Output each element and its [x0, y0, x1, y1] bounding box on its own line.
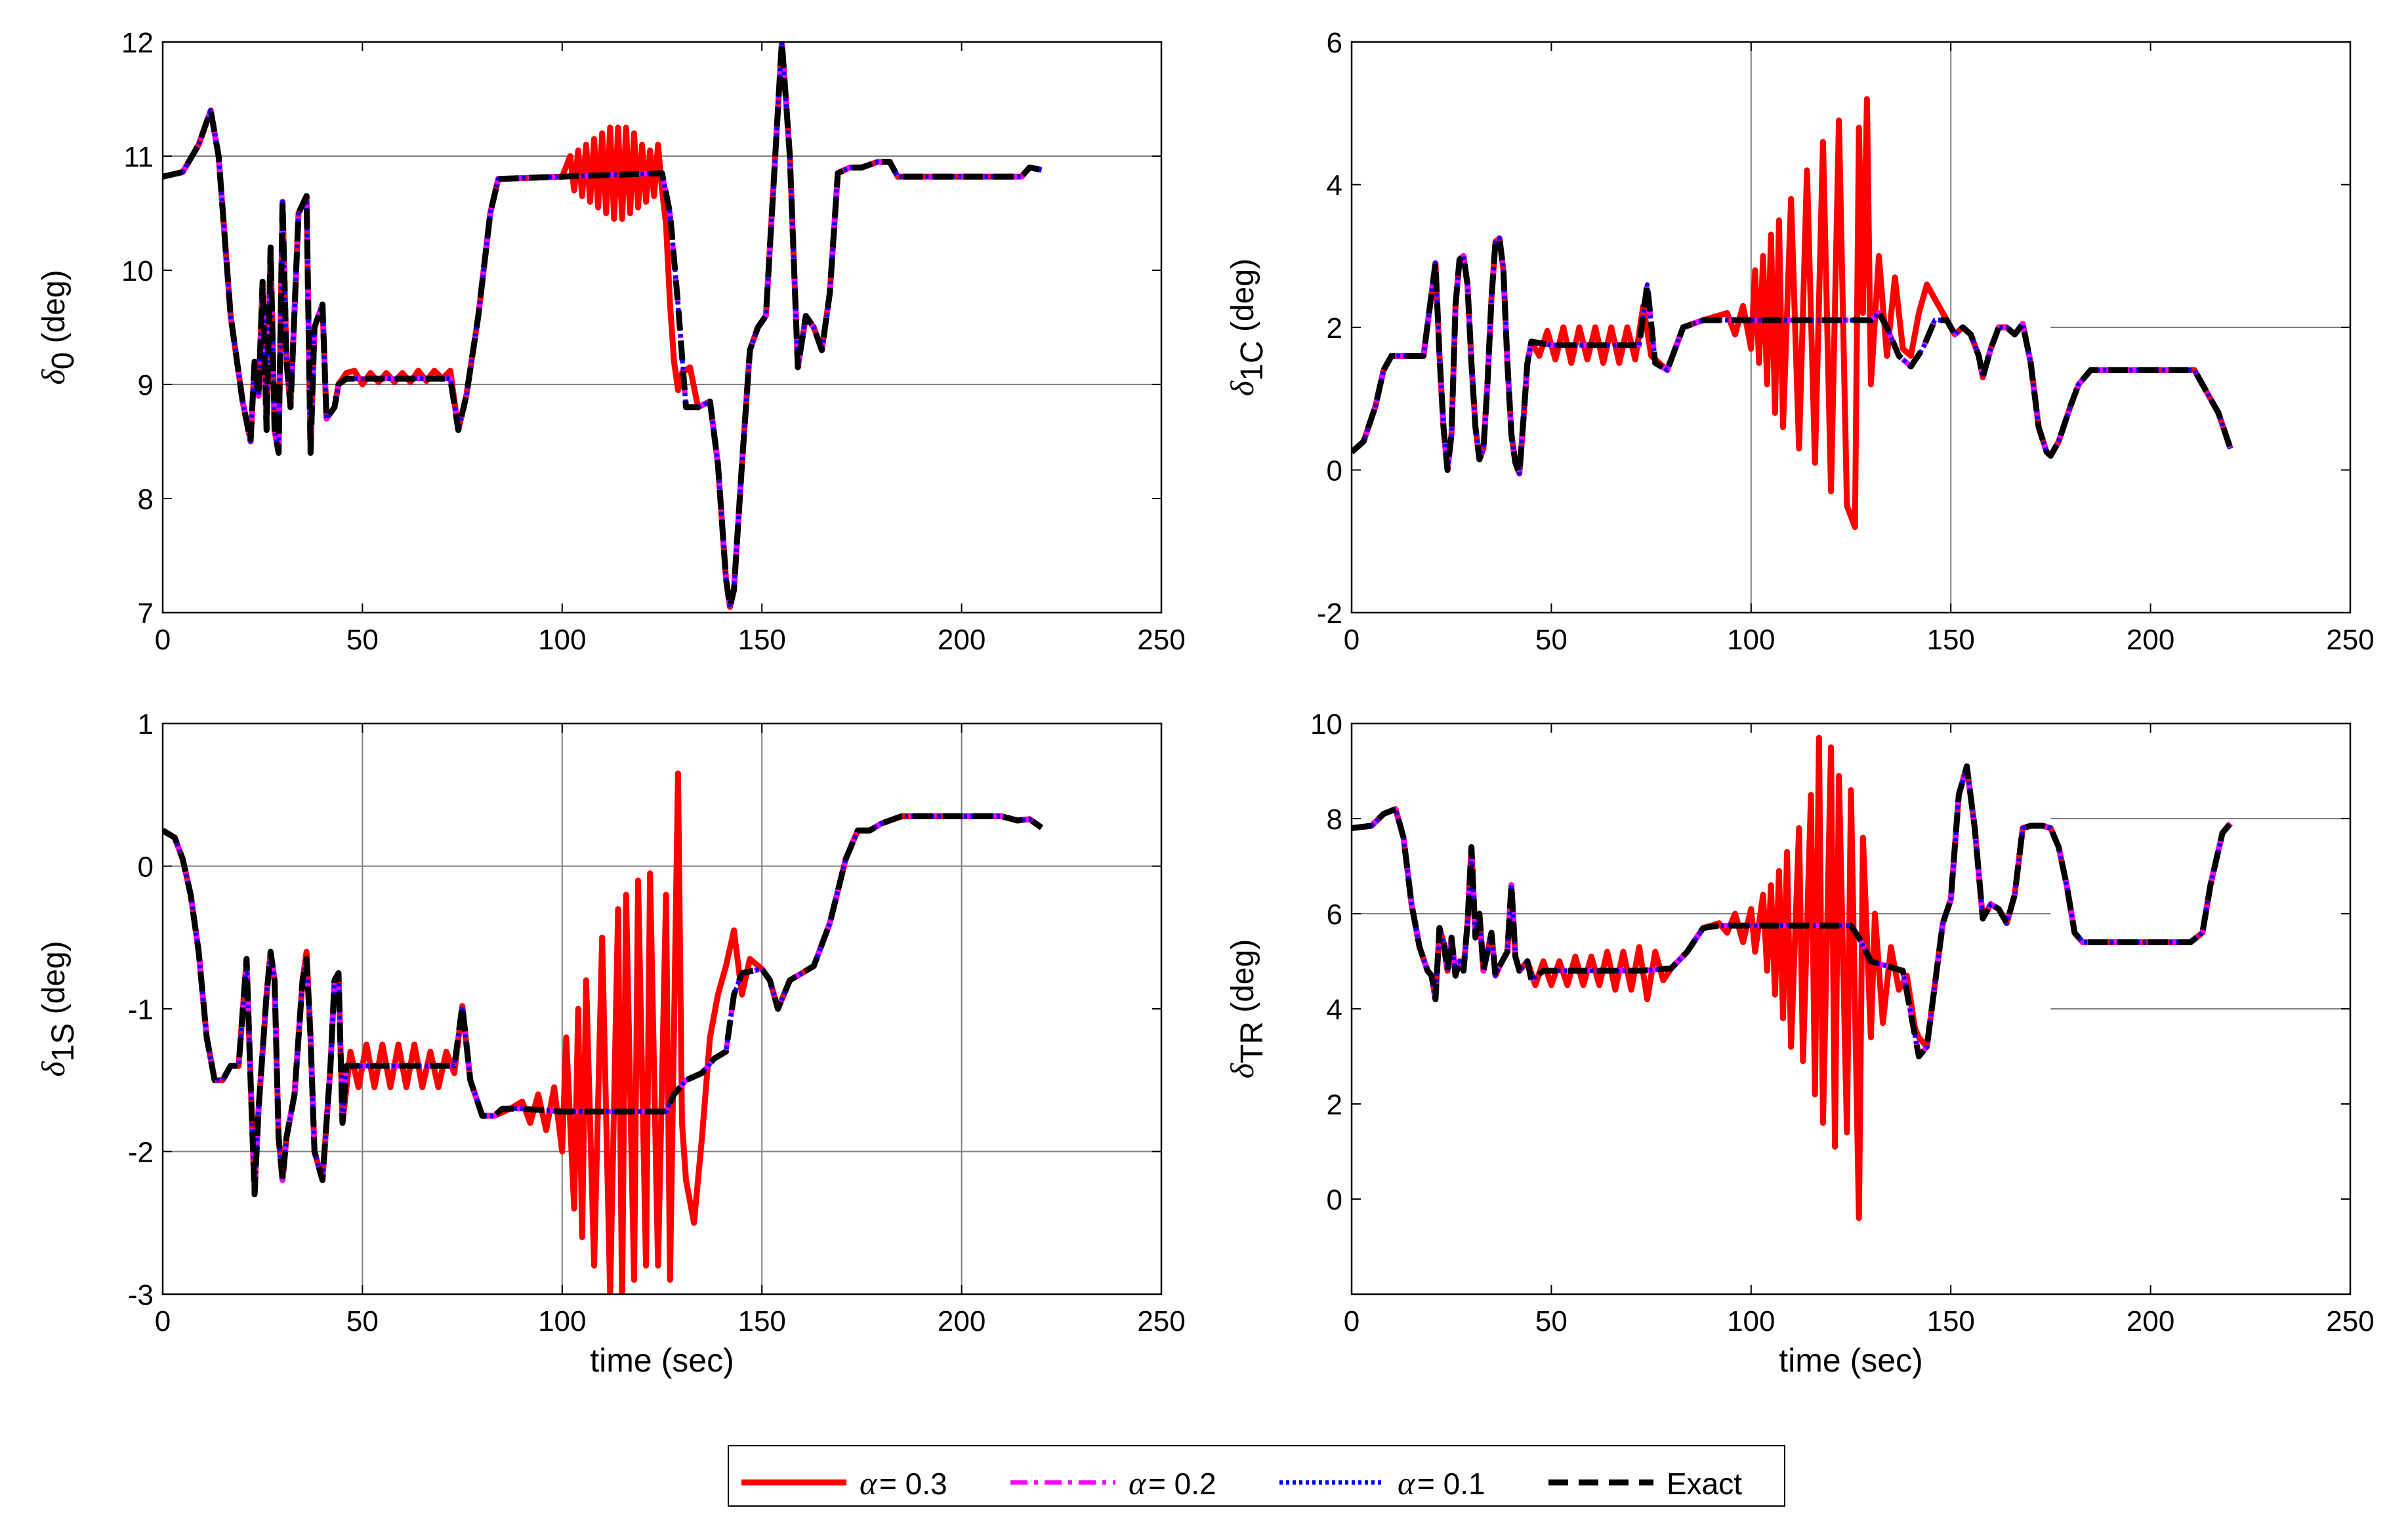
legend-symbol-alpha01: α	[1398, 1465, 1416, 1501]
y-label-unit: (deg)	[37, 270, 72, 352]
y-tick-label: -3	[128, 1279, 154, 1311]
x-tick-label: 0	[155, 624, 171, 656]
x-tick-label: 100	[1727, 1305, 1775, 1337]
x-tick-label: 100	[538, 1305, 586, 1337]
y-tick-label: 2	[1327, 1089, 1342, 1121]
series-exact-line	[163, 42, 1043, 610]
series-d0	[163, 42, 1043, 610]
y-label-subscript: 0	[46, 352, 81, 370]
y-axis-label-d0: δ0 (deg)	[35, 270, 81, 384]
x-axis-label-dtr: time (sec)	[1779, 1342, 1922, 1379]
plot-d1s: 0 50 100 150 200 250 -3 -2 -1 0 1 δ1S (deg) time (se…	[35, 708, 1186, 1379]
y-tick-label: 12	[121, 27, 154, 59]
y-label-symbol: δ	[35, 1061, 72, 1077]
y-axis-label-dtr: δTR (deg)	[1224, 939, 1270, 1079]
x-tick-label: 250	[2326, 624, 2374, 656]
y-tick-label: -2	[1317, 598, 1342, 630]
x-tick-label: 50	[346, 1305, 379, 1337]
series-alpha01-line	[163, 42, 1043, 609]
x-tick-label: 200	[938, 624, 986, 656]
y-label-symbol: δ	[35, 369, 72, 385]
y-tick-label: 0	[1327, 455, 1342, 487]
y-label-unit: (deg)	[37, 941, 72, 1023]
plot-area-d0	[163, 42, 1161, 613]
y-label-symbol: δ	[1224, 1063, 1260, 1078]
y-tick-label: 9	[138, 369, 154, 401]
y-axis-label-d1c: δ1C (deg)	[1224, 258, 1270, 396]
y-tick-label: 6	[1327, 27, 1342, 59]
y-tick-label: 8	[138, 483, 154, 516]
legend-label-alpha01: = 0.1	[1417, 1467, 1485, 1501]
y-label-subscript: 1C	[1235, 340, 1270, 380]
y-tick-label: 0	[1327, 1184, 1342, 1216]
x-tick-label: 200	[938, 1305, 986, 1337]
axes-box-d0	[161, 41, 1163, 614]
legend-box	[728, 1445, 1785, 1507]
y-tick-label: 0	[138, 851, 154, 884]
y-tick-label: 2	[1327, 312, 1342, 344]
x-tick-label: 250	[1137, 624, 1185, 656]
legend: α = 0.3 α = 0.2 α = 0.1 Exact	[728, 1445, 1785, 1507]
y-label-subscript: 1S	[46, 1023, 81, 1062]
x-tick-label: 200	[2127, 1305, 2174, 1337]
legend-symbol-alpha03: α	[860, 1465, 878, 1501]
legend-label-alpha02: = 0.2	[1148, 1467, 1216, 1501]
y-tick-label: -2	[128, 1137, 154, 1169]
legend-label-exact: Exact	[1667, 1467, 1742, 1501]
x-tick-label: 250	[1137, 1305, 1185, 1337]
x-tick-label: 0	[1344, 624, 1360, 656]
y-tick-label: 6	[1327, 899, 1342, 931]
y-label-symbol: δ	[1224, 380, 1260, 396]
y-tick-label: -1	[128, 994, 154, 1026]
y-axis-label-d1s: δ1S (deg)	[35, 941, 81, 1076]
y-tick-label: 8	[1327, 804, 1342, 836]
y-tick-label: 10	[121, 255, 154, 287]
series-d1c	[1352, 96, 2233, 530]
series-d1s	[163, 770, 1044, 1294]
y-label-unit: (deg)	[1226, 258, 1260, 340]
x-tick-label: 0	[155, 1305, 171, 1337]
x-tick-label: 50	[346, 624, 379, 656]
x-axis-label-d1s: time (sec)	[590, 1342, 734, 1379]
x-tick-label: 150	[1926, 624, 1974, 656]
legend-symbol-alpha02: α	[1129, 1465, 1147, 1501]
y-tick-label: 1	[138, 708, 154, 741]
y-label-unit: (deg)	[1226, 939, 1260, 1021]
x-tick-label: 250	[2326, 1305, 2374, 1337]
x-tick-label: 150	[1926, 1305, 1974, 1337]
x-tick-label: 150	[737, 624, 785, 656]
y-tick-label: 10	[1310, 708, 1342, 741]
y-tick-label: 11	[123, 141, 154, 173]
x-tick-label: 150	[737, 1305, 785, 1337]
legend-label-alpha03: = 0.3	[879, 1467, 947, 1501]
x-tick-label: 100	[1727, 624, 1775, 656]
x-tick-label: 200	[2127, 624, 2174, 656]
x-tick-label: 100	[538, 624, 586, 656]
y-tick-label: 4	[1327, 994, 1342, 1026]
y-label-subscript: TR	[1235, 1021, 1270, 1063]
y-tick-label: 4	[1327, 170, 1342, 202]
x-tick-label: 0	[1344, 1305, 1360, 1337]
y-tick-label: 7	[138, 598, 154, 630]
x-tick-label: 50	[1535, 624, 1567, 656]
series-exact-line	[163, 813, 1044, 1198]
plot-dtr: 0 50 100 150 200 250 0 2 4 6 8 10 δTR (deg) time (sec…	[1224, 708, 2375, 1379]
x-tick-label: 50	[1535, 1305, 1567, 1337]
series-dtr	[1352, 735, 2233, 1221]
series-exact-line	[1352, 763, 2233, 1059]
series-exact-line	[1352, 235, 2233, 477]
